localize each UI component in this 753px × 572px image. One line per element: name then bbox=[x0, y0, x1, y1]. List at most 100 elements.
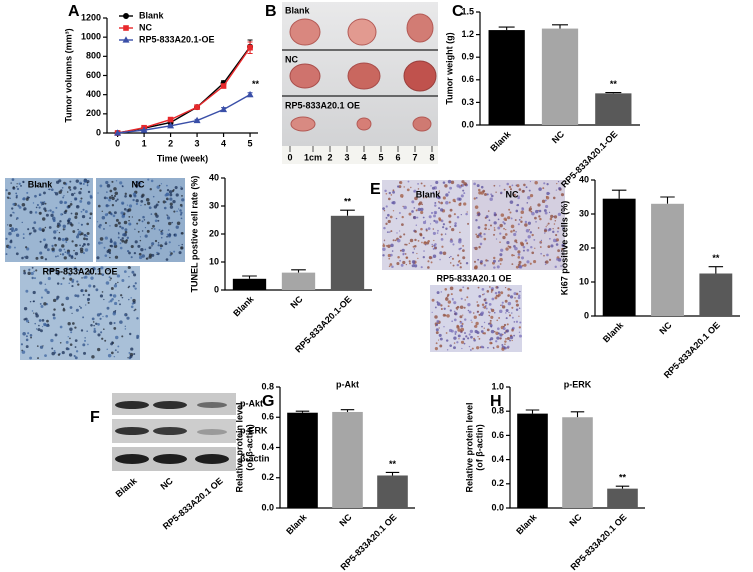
cell bbox=[464, 318, 467, 321]
cell bbox=[113, 355, 116, 358]
cell bbox=[408, 242, 410, 245]
cell bbox=[68, 186, 71, 189]
cell bbox=[62, 308, 66, 312]
error-bar bbox=[340, 209, 355, 216]
cell bbox=[16, 217, 19, 220]
cell bbox=[432, 247, 435, 250]
cell bbox=[501, 301, 504, 304]
cell bbox=[428, 215, 432, 219]
cell bbox=[173, 250, 176, 253]
cell bbox=[21, 202, 26, 207]
cell bbox=[407, 180, 410, 183]
cell bbox=[467, 222, 470, 225]
cell bbox=[460, 324, 464, 328]
error-bar bbox=[660, 196, 675, 204]
cell bbox=[123, 208, 127, 211]
x-tick-label: 2 bbox=[168, 138, 173, 148]
cell bbox=[492, 259, 496, 263]
cell bbox=[429, 223, 432, 225]
chart-title: p-Akt bbox=[336, 379, 359, 389]
cell bbox=[518, 260, 522, 264]
cell bbox=[97, 323, 100, 326]
cell bbox=[80, 232, 84, 236]
cell-texture bbox=[382, 179, 470, 269]
cell bbox=[440, 238, 444, 241]
cell bbox=[115, 199, 118, 202]
cell bbox=[499, 253, 503, 257]
cell bbox=[124, 325, 126, 327]
blot-band bbox=[115, 454, 149, 464]
cell bbox=[85, 304, 87, 306]
cell bbox=[495, 238, 498, 240]
cell bbox=[490, 315, 494, 319]
cell bbox=[509, 339, 511, 342]
cell bbox=[548, 237, 551, 240]
cell bbox=[51, 351, 55, 356]
protein-label: p-ERK bbox=[240, 425, 268, 435]
cell bbox=[79, 306, 82, 309]
cell bbox=[509, 295, 514, 299]
y-tick-label: 0.8 bbox=[261, 381, 274, 391]
cell bbox=[402, 205, 404, 207]
cell bbox=[66, 219, 70, 223]
cell bbox=[451, 320, 454, 323]
cell bbox=[448, 214, 452, 218]
cell bbox=[75, 235, 80, 239]
cell bbox=[420, 207, 424, 212]
cell bbox=[452, 299, 454, 301]
cell bbox=[28, 321, 30, 324]
cell bbox=[98, 225, 101, 228]
cell bbox=[439, 251, 443, 255]
cell bbox=[106, 348, 108, 351]
cell bbox=[117, 236, 120, 239]
cell bbox=[545, 204, 549, 209]
bar bbox=[377, 475, 408, 508]
significance: ** bbox=[252, 79, 260, 89]
cell bbox=[438, 217, 441, 220]
cell bbox=[110, 277, 112, 280]
cell bbox=[113, 284, 118, 288]
cell bbox=[153, 227, 156, 230]
cell bbox=[485, 307, 488, 310]
cell bbox=[104, 339, 107, 342]
cell bbox=[489, 197, 493, 201]
cell bbox=[555, 238, 559, 242]
cell bbox=[88, 270, 92, 274]
cell bbox=[395, 217, 398, 220]
cell bbox=[442, 251, 447, 256]
cell bbox=[74, 251, 79, 256]
cell bbox=[556, 230, 559, 233]
cell bbox=[477, 310, 479, 313]
marker bbox=[220, 105, 228, 113]
cell bbox=[43, 201, 46, 203]
cell bbox=[107, 353, 112, 358]
cell bbox=[396, 232, 398, 234]
cell bbox=[40, 296, 44, 299]
cell bbox=[546, 253, 549, 257]
cell bbox=[131, 216, 133, 218]
cell bbox=[462, 314, 464, 316]
cell bbox=[62, 196, 65, 199]
cell bbox=[475, 196, 478, 199]
cell bbox=[531, 251, 535, 255]
cell bbox=[448, 328, 453, 333]
cell bbox=[405, 256, 408, 259]
cell bbox=[459, 305, 464, 309]
cell bbox=[25, 197, 29, 201]
cell bbox=[454, 330, 457, 334]
panel-label: H bbox=[490, 393, 502, 410]
cell bbox=[110, 287, 114, 290]
cell bbox=[449, 186, 452, 190]
cell bbox=[96, 313, 101, 317]
cell bbox=[30, 232, 32, 234]
error-bar bbox=[708, 266, 724, 274]
cell bbox=[60, 213, 63, 216]
cell bbox=[437, 339, 440, 341]
cell bbox=[121, 335, 124, 338]
cell bbox=[119, 320, 123, 324]
cell bbox=[505, 337, 507, 340]
cell bbox=[114, 223, 118, 228]
cell bbox=[494, 296, 498, 300]
cell bbox=[67, 204, 71, 208]
cell bbox=[458, 240, 462, 244]
